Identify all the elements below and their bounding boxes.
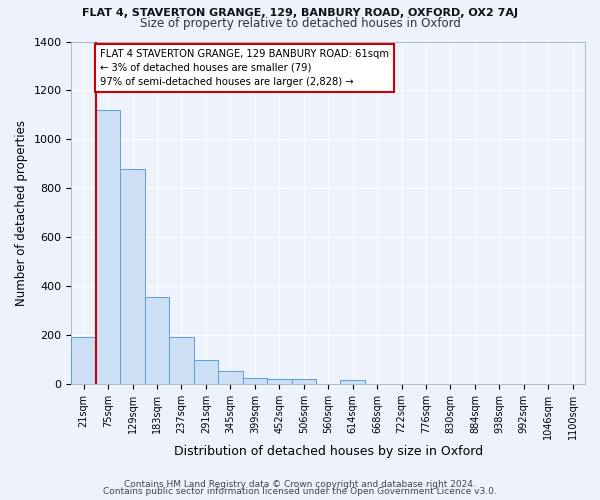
Y-axis label: Number of detached properties: Number of detached properties xyxy=(15,120,28,306)
Bar xyxy=(218,370,242,384)
Bar xyxy=(292,379,316,384)
Bar xyxy=(340,380,365,384)
Text: FLAT 4 STAVERTON GRANGE, 129 BANBURY ROAD: 61sqm
← 3% of detached houses are sma: FLAT 4 STAVERTON GRANGE, 129 BANBURY ROA… xyxy=(100,49,389,87)
Text: Contains public sector information licensed under the Open Government Licence v3: Contains public sector information licen… xyxy=(103,487,497,496)
Bar xyxy=(121,168,145,384)
Bar xyxy=(71,338,96,384)
Text: FLAT 4, STAVERTON GRANGE, 129, BANBURY ROAD, OXFORD, OX2 7AJ: FLAT 4, STAVERTON GRANGE, 129, BANBURY R… xyxy=(82,8,518,18)
Bar xyxy=(194,360,218,384)
Text: Contains HM Land Registry data © Crown copyright and database right 2024.: Contains HM Land Registry data © Crown c… xyxy=(124,480,476,489)
X-axis label: Distribution of detached houses by size in Oxford: Distribution of detached houses by size … xyxy=(173,444,483,458)
Bar xyxy=(96,110,121,384)
Bar xyxy=(242,378,267,384)
Bar xyxy=(267,378,292,384)
Text: Size of property relative to detached houses in Oxford: Size of property relative to detached ho… xyxy=(140,18,460,30)
Bar xyxy=(145,297,169,384)
Bar xyxy=(169,337,194,384)
